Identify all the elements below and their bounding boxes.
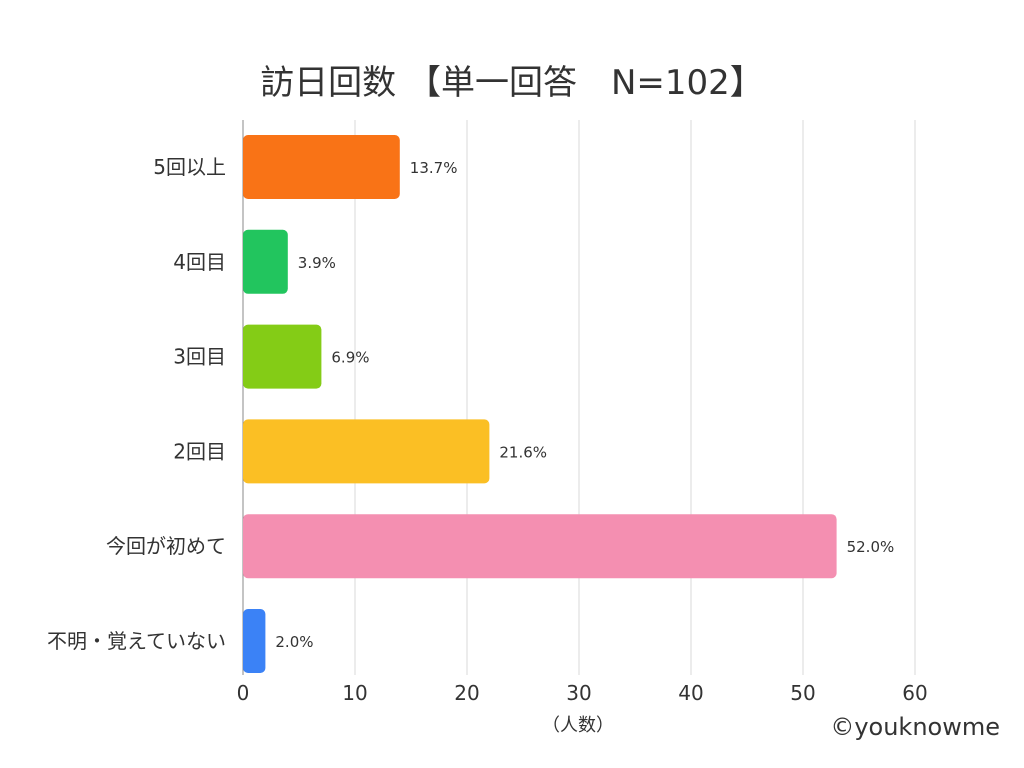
x-tick-label: 60 [902, 681, 927, 705]
bar [243, 419, 490, 484]
bar [243, 514, 837, 579]
value-label: 2.0% [275, 633, 313, 651]
value-label: 52.0% [847, 538, 895, 556]
category-label: 2回目 [173, 439, 226, 463]
category-label: 5回以上 [153, 155, 226, 179]
x-tick-label: 30 [566, 681, 591, 705]
value-label: 13.7% [410, 159, 458, 177]
value-label: 6.9% [331, 349, 369, 367]
bar [243, 229, 288, 294]
grid-lines [242, 120, 916, 675]
x-tick-label: 10 [342, 681, 367, 705]
bars [243, 135, 837, 673]
x-axis-label: （人数） [542, 715, 614, 736]
x-tick-label: 50 [790, 681, 815, 705]
value-label: 3.9% [298, 254, 336, 272]
labels: 0 10 20 30 40 50 60 5回以上 13.7% 4回目 3.9% 3回目 6.9% 2回目 2… [47, 155, 928, 705]
category-label: 4回目 [173, 250, 226, 274]
category-label: 不明・覚えていない [47, 629, 226, 653]
x-tick-label: 40 [678, 681, 703, 705]
x-tick-label: 0 [237, 681, 250, 705]
x-tick-label: 20 [454, 681, 479, 705]
bar [243, 324, 322, 389]
bar [243, 135, 400, 199]
credit-text: ©youknowme [830, 713, 1000, 741]
bar [243, 609, 266, 673]
value-label: 21.6% [499, 443, 547, 461]
category-label: 今回が初めて [106, 534, 226, 558]
category-label: 3回目 [173, 345, 226, 369]
chart-title: 訪日回数 【単一回答 N=102】 [260, 63, 764, 103]
